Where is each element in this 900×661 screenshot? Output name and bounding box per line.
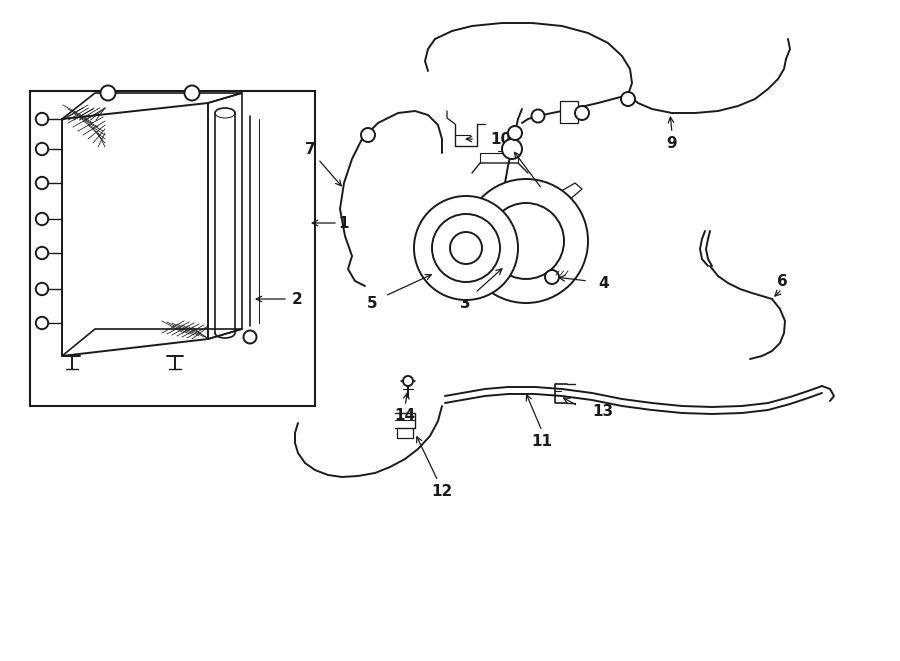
Circle shape	[464, 179, 588, 303]
Circle shape	[36, 283, 49, 295]
Circle shape	[101, 85, 115, 100]
Circle shape	[361, 128, 375, 142]
Circle shape	[508, 126, 522, 140]
Bar	[560, 101, 578, 123]
Circle shape	[488, 203, 564, 279]
Text: 8: 8	[543, 192, 553, 206]
Circle shape	[432, 214, 500, 282]
Circle shape	[575, 106, 589, 120]
Circle shape	[36, 176, 49, 189]
Text: 3: 3	[460, 295, 471, 311]
Circle shape	[36, 143, 49, 155]
Circle shape	[184, 85, 200, 100]
Circle shape	[450, 232, 482, 264]
Circle shape	[502, 139, 522, 159]
Circle shape	[414, 196, 518, 300]
Text: 14: 14	[394, 408, 416, 424]
Circle shape	[36, 113, 49, 125]
Text: 12: 12	[431, 483, 453, 498]
Circle shape	[545, 270, 559, 284]
Circle shape	[36, 317, 49, 329]
Text: 11: 11	[532, 434, 553, 449]
Circle shape	[244, 330, 256, 344]
Circle shape	[532, 110, 544, 122]
Circle shape	[621, 92, 635, 106]
Text: 7: 7	[305, 141, 315, 157]
Text: 9: 9	[667, 136, 678, 151]
Text: 10: 10	[490, 132, 511, 147]
Circle shape	[403, 376, 413, 386]
Circle shape	[36, 247, 49, 259]
Text: 2: 2	[292, 292, 302, 307]
Text: 5: 5	[366, 295, 377, 311]
Text: 4: 4	[598, 276, 608, 290]
Circle shape	[36, 213, 49, 225]
Text: 1: 1	[338, 215, 348, 231]
Bar	[30, 91, 315, 406]
Text: 6: 6	[777, 274, 788, 288]
Text: 13: 13	[592, 403, 613, 418]
